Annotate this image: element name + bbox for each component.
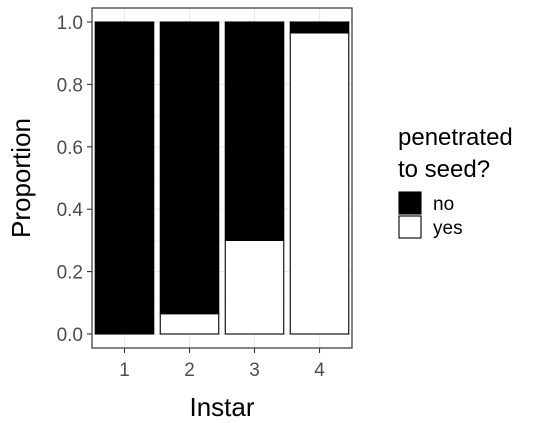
legend-label-no: no: [433, 194, 454, 215]
bar-yes-instar-4: [289, 32, 350, 335]
y-tick-label: 1.0: [57, 13, 83, 34]
y-axis-title: Proportion: [6, 118, 36, 238]
x-tick-label: 1: [119, 360, 130, 381]
bars: [94, 21, 350, 335]
x-axis: 1 2 3 4: [119, 348, 325, 381]
bar-yes-instar-3: [224, 239, 285, 335]
legend: penetrated to seed? no yes: [398, 124, 513, 239]
x-tick-label: 4: [314, 360, 325, 381]
x-tick-label: 2: [184, 360, 195, 381]
y-tick-label: 0.6: [57, 138, 83, 159]
legend-key-no: [398, 191, 422, 215]
panel-border: [91, 7, 353, 349]
y-axis: 0.0 0.2 0.4 0.6 0.8 1.0: [57, 13, 92, 346]
y-tick-label: 0.4: [57, 200, 84, 221]
bar-no-instar-4: [289, 21, 350, 34]
legend-title-line-2: to seed?: [398, 156, 490, 183]
y-tick-label: 0.2: [57, 263, 83, 284]
bar-no-instar-3: [224, 21, 285, 241]
bar-yes-instar-2: [159, 313, 220, 335]
x-tick-label: 3: [249, 360, 260, 381]
bar-no-instar-2: [159, 21, 220, 315]
bar-no-instar-1: [94, 21, 155, 335]
legend-title-line-1: penetrated: [398, 124, 513, 151]
y-tick-label: 0.8: [57, 75, 83, 96]
legend-label-yes: yes: [433, 218, 463, 239]
x-axis-title: Instar: [189, 392, 254, 422]
legend-items: no yes: [398, 191, 463, 239]
legend-key-yes: [398, 215, 422, 239]
y-tick-label: 0.0: [57, 325, 83, 346]
